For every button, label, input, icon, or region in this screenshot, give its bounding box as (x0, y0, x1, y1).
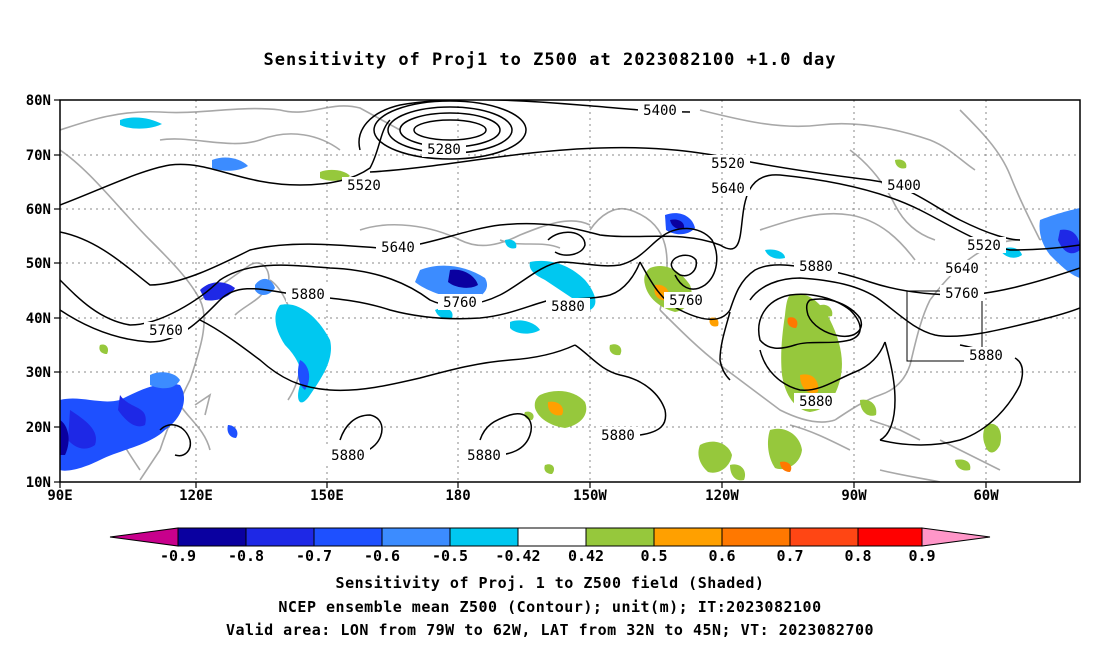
lat-label: 20N (26, 420, 51, 436)
longitude-labels: 90E 120E 150E 180 150W 120W 90W 60W (47, 488, 999, 504)
lat-label: 70N (26, 148, 51, 164)
colorbar-label: 0.8 (844, 547, 871, 565)
lon-label: 90W (841, 488, 867, 504)
caption-line-1: Sensitivity of Proj. 1 to Z500 field (Sh… (335, 574, 765, 592)
colorbar-box (857, 527, 923, 547)
colorbar (109, 527, 991, 547)
lon-label: 150E (310, 488, 344, 504)
colorbar-box (449, 527, 519, 547)
contour-label: 5640 (945, 261, 979, 277)
caption-line-2: NCEP ensemble mean Z500 (Contour); unit(… (278, 598, 822, 616)
contour-label: 5880 (331, 448, 365, 464)
contour-label: 5520 (347, 178, 381, 194)
colorbar-label: -0.7 (296, 547, 332, 565)
map-title: Sensitivity of Proj1 to Z500 at 20230821… (263, 50, 837, 70)
lon-label: 180 (445, 488, 470, 504)
colorbar-label: -0.8 (228, 547, 264, 565)
lon-label: 90E (47, 488, 72, 504)
contour-label: 5520 (967, 238, 1001, 254)
map-frame (59, 99, 1081, 483)
lon-label: 120W (705, 488, 739, 504)
lat-label: 30N (26, 365, 51, 381)
colorbar-box (789, 527, 859, 547)
lat-label: 40N (26, 311, 51, 327)
contour-label: 5640 (711, 181, 745, 197)
axis-ticks (54, 99, 987, 488)
colorbar-box (245, 527, 315, 547)
colorbar-label: 0.7 (776, 547, 803, 565)
contour-label: 5760 (149, 323, 183, 339)
contour-labels: 5400 5280 5520 5520 5640 5640 5400 5520 … (144, 102, 1008, 464)
colorbar-box (313, 527, 383, 547)
contour-label: 5760 (669, 293, 703, 309)
colorbar-right-arrow (921, 527, 991, 547)
contour-label: 5400 (887, 178, 921, 194)
caption-line-3: Valid area: LON from 79W to 62W, LAT fro… (225, 621, 875, 639)
lat-label: 50N (26, 256, 51, 272)
colorbar-labels: -0.9 -0.8 -0.7 -0.6 -0.5 -0.42 0.42 0.5 … (160, 547, 936, 565)
contour-label: 5280 (427, 142, 461, 158)
colorbar-label: -0.5 (432, 547, 468, 565)
colorbar-box (653, 527, 723, 547)
contour-label: 5880 (551, 299, 585, 315)
colorbar-label: -0.9 (160, 547, 196, 565)
lat-label: 10N (26, 475, 51, 491)
lat-label: 80N (26, 93, 51, 109)
lon-label: 120E (179, 488, 213, 504)
contour-label: 5400 (643, 103, 677, 119)
latitude-labels: 80N 70N 60N 50N 40N 30N 20N 10N (26, 93, 51, 491)
contour-label: 5880 (799, 394, 833, 410)
contour-label: 5640 (381, 240, 415, 256)
colorbar-left-arrow (109, 527, 179, 547)
contour-label: 5520 (711, 156, 745, 172)
lon-label: 150W (573, 488, 607, 504)
contour-label: 5880 (969, 348, 1003, 364)
lat-label: 60N (26, 202, 51, 218)
colorbar-label: -0.6 (364, 547, 400, 565)
positive-sensitivity (99, 159, 1002, 481)
contour-label: 5760 (443, 295, 477, 311)
colorbar-label: -0.42 (495, 547, 540, 565)
contour-label: 5880 (291, 287, 325, 303)
contour-label: 5880 (601, 428, 635, 444)
colorbar-label: 0.6 (708, 547, 735, 565)
colorbar-box (517, 527, 587, 547)
contour-label: 5880 (799, 259, 833, 275)
lon-label: 60W (973, 488, 999, 504)
negative-sensitivity (60, 117, 1080, 471)
contour-label: 5880 (467, 448, 501, 464)
colorbar-box (721, 527, 791, 547)
colorbar-box (381, 527, 451, 547)
colorbar-label: 0.42 (568, 547, 604, 565)
colorbar-box (177, 527, 247, 547)
colorbar-box (585, 527, 655, 547)
colorbar-label: 0.5 (640, 547, 667, 565)
colorbar-label: 0.9 (908, 547, 935, 565)
contour-label: 5760 (945, 286, 979, 302)
